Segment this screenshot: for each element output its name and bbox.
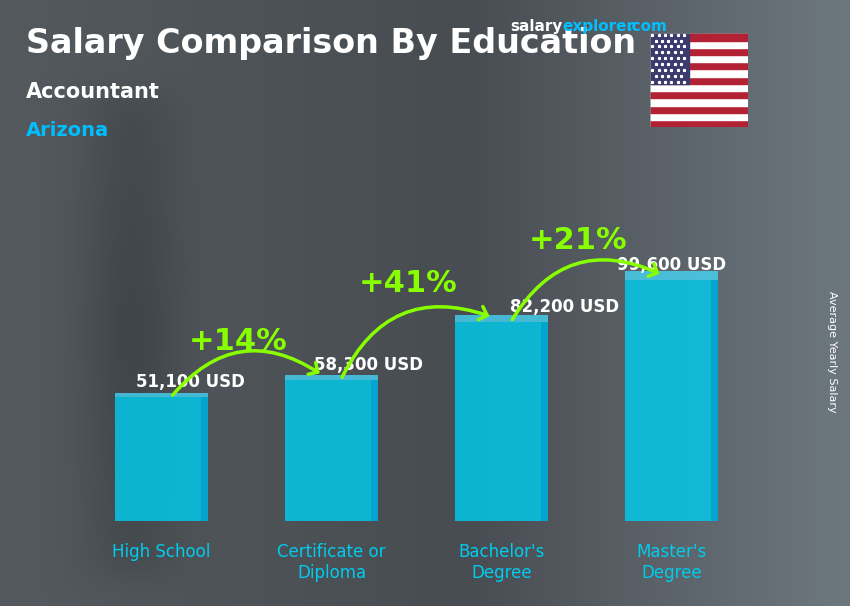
Bar xyxy=(115,398,208,521)
Text: 99,600 USD: 99,600 USD xyxy=(617,256,726,274)
Bar xyxy=(650,91,748,98)
Bar xyxy=(650,33,689,84)
Bar xyxy=(541,322,548,521)
Bar xyxy=(455,322,548,521)
Text: Certificate or
Diploma: Certificate or Diploma xyxy=(277,543,386,582)
Bar xyxy=(711,280,718,521)
Bar xyxy=(650,113,748,120)
Text: +41%: +41% xyxy=(359,268,457,298)
Text: Bachelor's
Degree: Bachelor's Degree xyxy=(458,543,545,582)
Text: +14%: +14% xyxy=(189,327,287,356)
Bar xyxy=(455,315,548,322)
Bar xyxy=(115,393,208,398)
Bar xyxy=(371,380,378,521)
Bar xyxy=(650,105,748,113)
Text: 51,100 USD: 51,100 USD xyxy=(136,373,245,391)
Bar xyxy=(625,271,718,280)
Text: +21%: +21% xyxy=(529,227,627,256)
Text: explorer: explorer xyxy=(563,19,635,35)
Text: 58,300 USD: 58,300 USD xyxy=(314,356,423,374)
Bar xyxy=(650,70,748,77)
Bar xyxy=(650,48,748,55)
Text: Accountant: Accountant xyxy=(26,82,159,102)
Text: .com: .com xyxy=(626,19,667,35)
Bar xyxy=(201,398,208,521)
Bar xyxy=(650,41,748,48)
Text: Average Yearly Salary: Average Yearly Salary xyxy=(827,291,837,412)
Text: salary: salary xyxy=(510,19,563,35)
Bar xyxy=(625,280,718,521)
Bar xyxy=(650,55,748,62)
Text: Master's
Degree: Master's Degree xyxy=(637,543,706,582)
Bar xyxy=(650,62,748,70)
Text: 82,200 USD: 82,200 USD xyxy=(510,298,619,316)
Text: Arizona: Arizona xyxy=(26,121,109,140)
Bar xyxy=(650,120,748,127)
Bar xyxy=(650,77,748,84)
Bar xyxy=(650,33,748,41)
Text: Salary Comparison By Education: Salary Comparison By Education xyxy=(26,27,636,60)
Bar xyxy=(650,84,748,91)
Text: High School: High School xyxy=(112,543,211,561)
Bar xyxy=(285,380,378,521)
Bar xyxy=(650,98,748,105)
Bar xyxy=(285,375,378,380)
